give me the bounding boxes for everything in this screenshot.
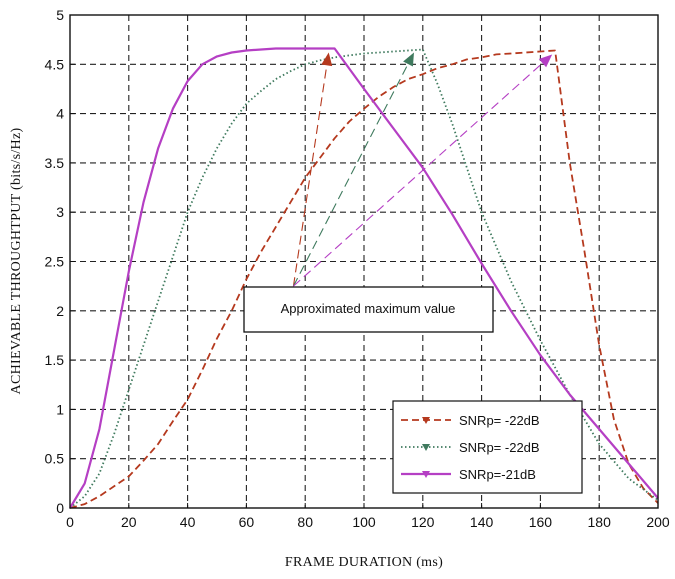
x-tick-label: 120 bbox=[411, 514, 435, 530]
x-tick-label: 80 bbox=[297, 514, 313, 530]
y-tick-label: 2 bbox=[56, 303, 64, 319]
x-tick-label: 60 bbox=[239, 514, 255, 530]
annotation-arrow-3 bbox=[293, 54, 553, 287]
x-tick-label: 200 bbox=[646, 514, 670, 530]
series-line-2 bbox=[69, 48, 659, 509]
y-tick-label: 4 bbox=[56, 106, 64, 122]
y-axis-title: ACHIEVABLE THROUGHTPUT (bits/s/Hz) bbox=[9, 128, 24, 395]
x-tick-label: 40 bbox=[180, 514, 196, 530]
y-tick-label: 0 bbox=[56, 500, 64, 516]
arrowhead-1 bbox=[321, 52, 333, 67]
legend-marker-3 bbox=[422, 471, 430, 478]
arrowhead-3 bbox=[538, 54, 553, 68]
x-tick-label: 100 bbox=[352, 514, 376, 530]
x-tick-label: 0 bbox=[66, 514, 74, 530]
annotation: Approximated maximum value bbox=[243, 52, 553, 333]
x-tick-label: 160 bbox=[529, 514, 553, 530]
series-layer bbox=[69, 47, 659, 509]
legend-label-2: SNRp= -22dB bbox=[459, 440, 540, 455]
y-tick-label: 3 bbox=[56, 204, 64, 220]
x-tick-label: 140 bbox=[470, 514, 494, 530]
annotation-box bbox=[243, 286, 494, 333]
legend-marker-2 bbox=[422, 444, 430, 451]
y-tick-label: 5 bbox=[56, 7, 64, 23]
legend-label-3: SNRp=-21dB bbox=[459, 467, 536, 482]
x-tick-label: 20 bbox=[121, 514, 137, 530]
x-axis-title: FRAME DURATION (ms) bbox=[285, 555, 443, 570]
y-tick-label: 2.5 bbox=[45, 254, 65, 270]
legend-marker-1 bbox=[422, 417, 430, 424]
series-line-1 bbox=[69, 49, 659, 509]
legend: SNRp= -22dB SNRp= -22dB SNRp=-21dB bbox=[392, 400, 583, 494]
y-tick-label: 0.5 bbox=[45, 451, 65, 467]
annotation-arrow-2 bbox=[292, 52, 415, 287]
annotation-arrow-1 bbox=[292, 52, 330, 287]
y-tick-label: 1.5 bbox=[45, 352, 65, 368]
x-tick-label: 180 bbox=[588, 514, 612, 530]
y-tick-label: 3.5 bbox=[45, 155, 65, 171]
legend-label-1: SNRp= -22dB bbox=[459, 413, 540, 428]
annotation-text: Approximated maximum value bbox=[281, 301, 456, 316]
arrowhead-2 bbox=[403, 52, 414, 67]
y-tick-label: 1 bbox=[56, 401, 64, 417]
ticks: 0 20 40 60 80 100 120 140 160 180 200 0 0.5 1 1.5 2 2.5 3… bbox=[45, 7, 670, 530]
series-line-3 bbox=[69, 47, 659, 509]
y-tick-label: 4.5 bbox=[45, 56, 65, 72]
